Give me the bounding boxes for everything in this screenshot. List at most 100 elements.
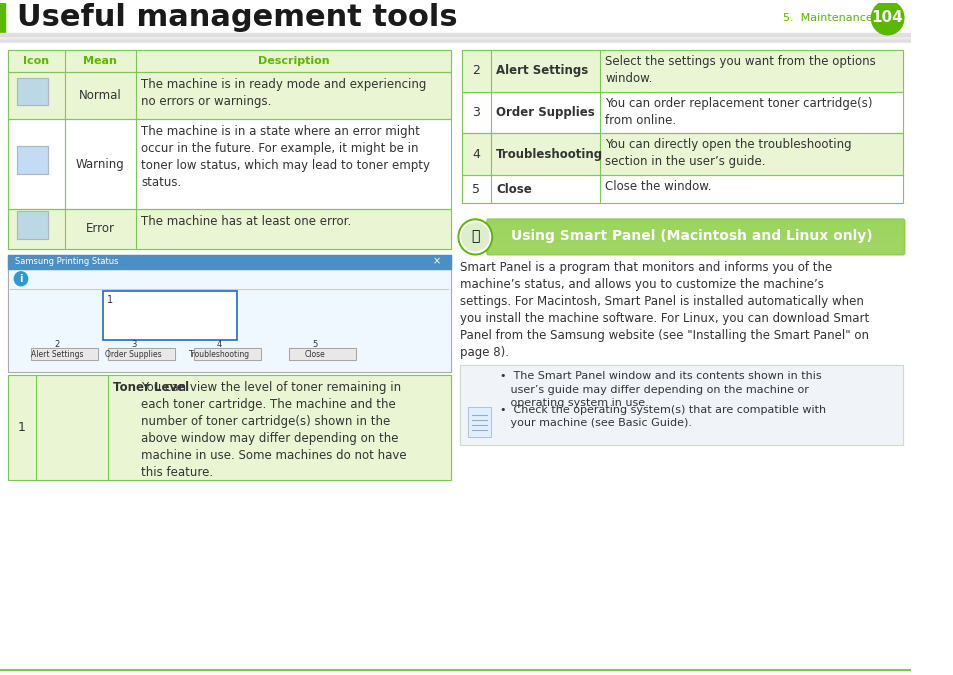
Text: Alert Settings: Alert Settings xyxy=(496,64,588,77)
Text: i: i xyxy=(19,274,23,284)
Bar xyxy=(0,40,909,42)
Text: •  The Smart Panel window and its contents shown in this
   user’s guide may dif: • The Smart Panel window and its content… xyxy=(499,371,821,408)
Text: The machine is in ready mode and experiencing
no errors or warnings.: The machine is in ready mode and experie… xyxy=(141,78,426,107)
Bar xyxy=(461,92,902,134)
Bar xyxy=(17,146,48,174)
FancyBboxPatch shape xyxy=(488,233,900,235)
Text: 5.  Maintenance: 5. Maintenance xyxy=(781,13,871,23)
Bar xyxy=(0,38,909,40)
Bar xyxy=(0,36,909,37)
Bar xyxy=(8,50,450,72)
Text: 4: 4 xyxy=(216,340,222,350)
Bar xyxy=(461,134,902,176)
Text: •  Check the operating system(s) that are compatible with
   your machine (see B: • Check the operating system(s) that are… xyxy=(499,405,825,429)
Bar xyxy=(8,209,450,249)
Text: Troubleshooting: Troubleshooting xyxy=(496,148,603,161)
Text: You can directly open the troubleshooting
section in the user’s guide.: You can directly open the troubleshootin… xyxy=(604,138,851,168)
Bar xyxy=(459,365,902,445)
Text: Order Supplies: Order Supplies xyxy=(105,350,162,359)
Bar xyxy=(461,92,902,134)
Bar xyxy=(0,3,5,33)
Bar xyxy=(0,33,909,36)
Text: Using Smart Panel (Macintosh and Linux only): Using Smart Panel (Macintosh and Linux o… xyxy=(510,229,871,243)
Text: The machine is in a state where an error might
occur in the future. For example,: The machine is in a state where an error… xyxy=(141,126,430,190)
Bar xyxy=(461,50,902,92)
Bar xyxy=(8,72,450,119)
Text: 2: 2 xyxy=(472,64,479,77)
Bar xyxy=(467,407,490,437)
FancyBboxPatch shape xyxy=(488,245,900,247)
Text: 5: 5 xyxy=(472,183,479,196)
Text: 4: 4 xyxy=(472,148,479,161)
Text: 2: 2 xyxy=(54,340,60,350)
Text: You can view the level of toner remaining in
each toner cartridge. The machine a: You can view the level of toner remainin… xyxy=(141,381,407,479)
Bar xyxy=(461,134,902,176)
Bar xyxy=(193,348,260,360)
FancyBboxPatch shape xyxy=(488,251,900,253)
Bar xyxy=(8,375,450,480)
FancyBboxPatch shape xyxy=(488,227,900,229)
FancyBboxPatch shape xyxy=(488,243,900,245)
FancyBboxPatch shape xyxy=(488,247,900,249)
Bar xyxy=(103,291,236,340)
Bar xyxy=(467,407,490,437)
Text: Error: Error xyxy=(86,223,114,236)
Bar xyxy=(17,211,48,239)
Bar xyxy=(108,348,174,360)
Bar xyxy=(461,176,902,203)
Bar xyxy=(461,176,902,203)
FancyBboxPatch shape xyxy=(488,235,900,237)
FancyBboxPatch shape xyxy=(488,225,900,227)
FancyBboxPatch shape xyxy=(488,231,900,233)
Bar xyxy=(31,348,98,360)
Bar xyxy=(8,72,450,119)
Text: Alert Settings: Alert Settings xyxy=(31,350,84,359)
Bar xyxy=(461,50,902,92)
Text: Close the window.: Close the window. xyxy=(604,180,711,193)
Bar xyxy=(8,119,450,209)
Circle shape xyxy=(459,221,490,253)
Bar xyxy=(0,3,909,33)
Bar xyxy=(8,255,450,373)
Text: ×: × xyxy=(433,256,440,267)
Text: Warning: Warning xyxy=(75,158,125,171)
Bar xyxy=(108,348,174,360)
Circle shape xyxy=(870,1,902,35)
Circle shape xyxy=(457,219,492,255)
Text: 5: 5 xyxy=(312,340,317,350)
Text: Order Supplies: Order Supplies xyxy=(496,106,595,119)
Text: Normal: Normal xyxy=(79,89,121,102)
FancyBboxPatch shape xyxy=(488,223,900,225)
Bar xyxy=(289,348,355,360)
Bar xyxy=(17,78,48,105)
Text: Useful management tools: Useful management tools xyxy=(17,3,457,32)
FancyBboxPatch shape xyxy=(488,221,900,223)
Bar xyxy=(8,50,450,72)
Text: 3: 3 xyxy=(472,106,479,119)
Bar xyxy=(0,37,909,38)
FancyBboxPatch shape xyxy=(486,219,903,255)
Text: 3: 3 xyxy=(131,340,136,350)
Text: You can order replacement toner cartridge(s)
from online.: You can order replacement toner cartridg… xyxy=(604,97,872,126)
Bar xyxy=(8,119,450,209)
Text: Samsung Printing Status: Samsung Printing Status xyxy=(15,257,118,267)
Bar xyxy=(8,375,450,480)
Text: 1: 1 xyxy=(107,295,112,304)
Circle shape xyxy=(14,272,28,286)
Text: 1: 1 xyxy=(18,421,26,434)
Text: Close: Close xyxy=(304,350,325,359)
Bar xyxy=(17,211,48,239)
Text: Description: Description xyxy=(257,56,329,65)
Bar xyxy=(289,348,355,360)
FancyBboxPatch shape xyxy=(488,249,900,251)
Text: Close: Close xyxy=(496,183,532,196)
Text: Mean: Mean xyxy=(83,56,117,65)
Bar xyxy=(8,255,450,373)
Text: Toner Level: Toner Level xyxy=(112,381,189,394)
Bar xyxy=(31,348,98,360)
Bar xyxy=(17,146,48,174)
Bar xyxy=(8,209,450,249)
Bar xyxy=(193,348,260,360)
Text: 🖨: 🖨 xyxy=(471,229,479,243)
Text: Select the settings you want from the options
window.: Select the settings you want from the op… xyxy=(604,55,875,85)
